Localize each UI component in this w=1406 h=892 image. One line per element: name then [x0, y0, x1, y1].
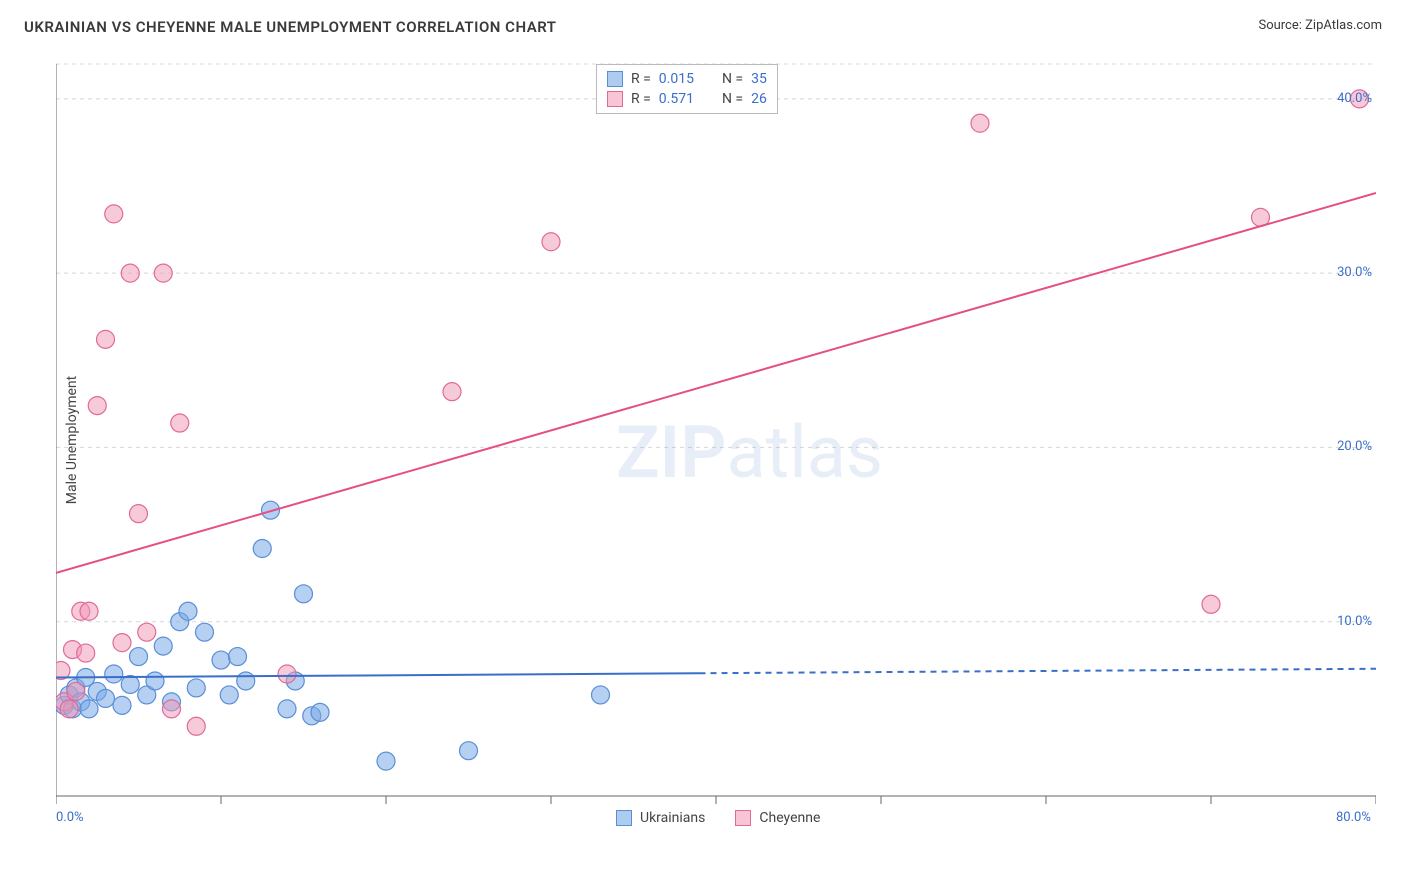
point-ukrainians: [80, 700, 98, 718]
legend-r-value: 0.015: [659, 71, 694, 87]
legend-item-ukrainians[interactable]: Ukrainians: [616, 810, 705, 826]
legend-n-value: 26: [751, 91, 767, 107]
legend-swatch: [735, 810, 751, 826]
legend-swatch: [616, 810, 632, 826]
point-cheyenne: [163, 700, 181, 718]
point-cheyenne: [138, 623, 156, 641]
y-tick-label: 20.0%: [1337, 439, 1372, 454]
point-ukrainians: [154, 637, 172, 655]
x-tick-label: 80.0%: [1336, 810, 1371, 825]
point-ukrainians: [105, 665, 123, 683]
legend-item-cheyenne[interactable]: Cheyenne: [735, 810, 820, 826]
point-cheyenne: [97, 330, 115, 348]
point-cheyenne: [60, 700, 78, 718]
legend-stat-cheyenne: R = 0.571 N = 26: [607, 89, 767, 109]
point-ukrainians: [212, 651, 230, 669]
point-ukrainians: [311, 703, 329, 721]
point-cheyenne: [121, 264, 139, 282]
point-ukrainians: [295, 585, 313, 603]
point-ukrainians: [146, 672, 164, 690]
legend-label: Cheyenne: [759, 810, 820, 826]
header: UKRAINIAN VS CHEYENNE MALE UNEMPLOYMENT …: [0, 0, 1406, 36]
legend-n-label: N =: [722, 91, 743, 107]
point-ukrainians: [377, 752, 395, 770]
source-link[interactable]: ZipAtlas.com: [1305, 18, 1382, 33]
point-ukrainians: [130, 648, 148, 666]
legend-r-label: R =: [631, 91, 651, 107]
point-ukrainians: [113, 696, 131, 714]
legend-series: Ukrainians Cheyenne: [616, 810, 820, 826]
y-tick-label: 40.0%: [1337, 91, 1372, 106]
point-cheyenne: [80, 602, 98, 620]
point-cheyenne: [1202, 595, 1220, 613]
legend-label: Ukrainians: [640, 810, 705, 826]
legend-swatch: [607, 91, 623, 107]
point-ukrainians: [278, 700, 296, 718]
point-cheyenne: [67, 682, 85, 700]
point-ukrainians: [237, 672, 255, 690]
point-ukrainians: [179, 602, 197, 620]
point-ukrainians: [253, 540, 271, 558]
legend-r-label: R =: [631, 71, 651, 87]
point-cheyenne: [443, 383, 461, 401]
scatter-chart: [56, 50, 1376, 830]
point-cheyenne: [542, 233, 560, 251]
source-credit: Source: ZipAtlas.com: [1258, 18, 1382, 33]
point-cheyenne: [130, 505, 148, 523]
point-cheyenne: [187, 717, 205, 735]
point-ukrainians: [196, 623, 214, 641]
trendline-ukrainians-dashed: [700, 669, 1377, 673]
legend-r-value: 0.571: [659, 91, 694, 107]
point-ukrainians: [460, 742, 478, 760]
legend-swatch: [607, 71, 623, 87]
chart-title: UKRAINIAN VS CHEYENNE MALE UNEMPLOYMENT …: [24, 18, 557, 36]
point-cheyenne: [278, 665, 296, 683]
legend-stat-ukrainians: R = 0.015 N = 35: [607, 69, 767, 89]
y-tick-label: 10.0%: [1337, 614, 1372, 629]
point-cheyenne: [113, 634, 131, 652]
point-ukrainians: [220, 686, 238, 704]
chart-area: Male Unemployment ZIPatlas R = 0.015N = …: [56, 50, 1376, 830]
legend-n-label: N =: [722, 71, 743, 87]
source-prefix: Source:: [1258, 18, 1305, 33]
point-ukrainians: [592, 686, 610, 704]
point-ukrainians: [229, 648, 247, 666]
y-tick-label: 30.0%: [1337, 265, 1372, 280]
x-tick-label: 0.0%: [56, 810, 84, 825]
legend-n-value: 35: [751, 71, 767, 87]
legend-stats: R = 0.015 N = 35 R = 0.571 N = 26: [596, 64, 778, 114]
point-ukrainians: [121, 675, 139, 693]
point-cheyenne: [154, 264, 172, 282]
point-cheyenne: [171, 414, 189, 432]
point-cheyenne: [77, 644, 95, 662]
point-ukrainians: [97, 689, 115, 707]
point-cheyenne: [105, 205, 123, 223]
point-cheyenne: [971, 114, 989, 132]
trendline-cheyenne: [56, 193, 1376, 573]
point-cheyenne: [88, 397, 106, 415]
point-ukrainians: [187, 679, 205, 697]
